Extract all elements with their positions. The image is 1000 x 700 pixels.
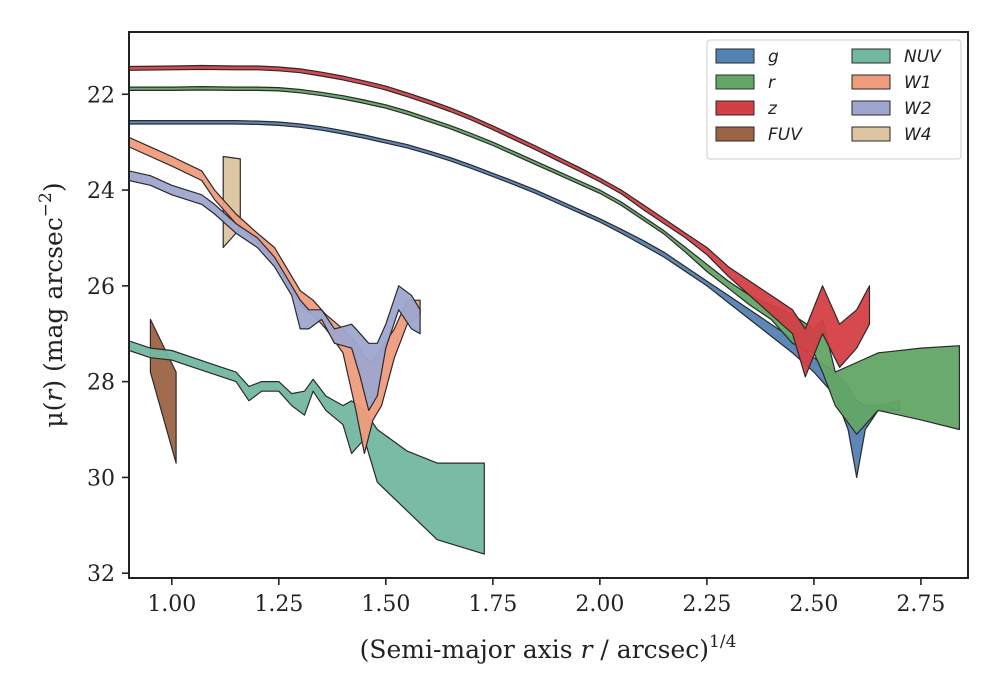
legend-label: FUV [768,125,803,145]
legend-item-w1: W1 [851,73,932,93]
legend-label: g [768,47,779,67]
x-axis-label: (Semi-major axis r / arcsec)1/4 [360,632,737,664]
legend-label: W2 [904,99,932,119]
band-g [129,119,901,478]
y-tick-label: 28 [87,371,115,396]
legend-item-nuv: NUV [851,47,942,67]
legend-swatch [715,126,755,142]
legend-item-z: z [715,99,778,119]
y-tick-label: 32 [87,562,115,587]
plot-frame [128,31,969,579]
band-w2 [129,170,421,411]
x-tick-label: 1.75 [468,592,517,617]
x-tick-label: 1.50 [361,592,410,617]
band-layer [129,64,961,555]
legend-label: r [768,73,776,93]
x-tick-label: 2.75 [896,592,945,617]
legend-label: NUV [904,47,942,67]
y-tick-label: 24 [87,179,115,204]
legend-item-w2: W2 [851,99,932,119]
y-axis-label: μ(r) (mag arcsec−2) [36,182,68,427]
legend-label: z [767,99,778,119]
y-tick-label: 22 [87,83,115,108]
legend-swatch [851,48,891,64]
legend-swatch [851,74,891,90]
x-tick-label: 1.00 [147,592,196,617]
x-tick-label: 2.25 [682,592,731,617]
x-tick-label: 2.00 [575,592,624,617]
x-tick-label: 2.50 [789,592,838,617]
legend-label: W1 [904,73,932,93]
legend-swatch [715,74,755,90]
legend-item-r: r [715,73,776,93]
legend-swatch [851,100,891,116]
band-nuv [129,340,485,555]
band-r [129,85,961,435]
legend-item-fuv: FUV [715,125,803,145]
legend-label: W4 [904,125,932,145]
legend-swatch [851,126,891,142]
legend-swatch [715,100,755,116]
x-tick-label: 1.25 [254,592,303,617]
legend-item-w4: W4 [851,125,932,145]
legend-box [706,39,962,160]
band-z [129,64,871,378]
axis-ticks: 1.00 1.25 1.50 1.75 2.00 2.25 2.50 2.75 22 24 26 28… [87,83,945,617]
legend-swatch [715,48,755,64]
legend: grz FUV NUV W1 W2 W4 [706,39,962,160]
y-tick-label: 26 [87,275,115,300]
legend-item-g: g [715,47,779,67]
y-tick-label: 30 [87,466,115,491]
band-fuv [149,318,177,464]
